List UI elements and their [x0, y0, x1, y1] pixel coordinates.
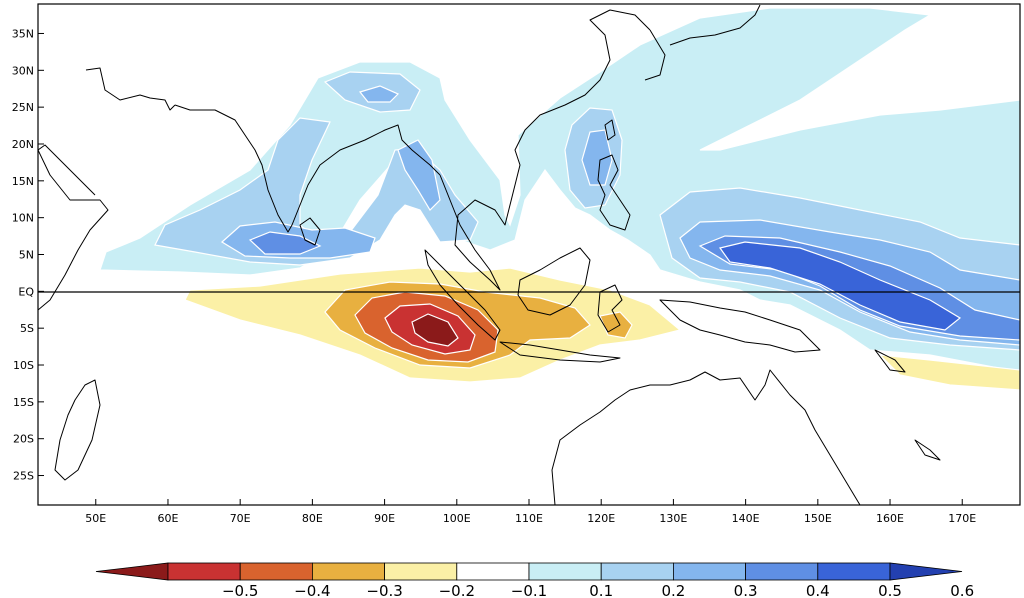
lon-tick-label: 100E [443, 512, 471, 525]
latitude-axis: 35N 30N 25N 20N 15N 10N 5N EQ 5S 10S 15S 20S 25S [12, 27, 44, 483]
lat-tick-label: EQ [18, 285, 34, 298]
contour-pos-4a [248, 231, 322, 255]
coastline-persian-gulf [85, 67, 176, 111]
lat-tick-label: 20S [13, 433, 34, 446]
positive-anomaly-shading [99, 7, 1020, 373]
lon-tick-label: 110E [515, 512, 543, 525]
lat-tick-label: 10S [13, 359, 34, 372]
colorbar-swatch [384, 562, 458, 581]
colorbar-label: −0.4 [294, 582, 330, 598]
contour-pos-3b [358, 85, 400, 103]
lat-tick-label: 15N [12, 175, 34, 188]
colorbar-swatch [528, 562, 602, 581]
colorbar-label: −0.3 [366, 582, 402, 598]
lat-tick-label: 15S [13, 396, 34, 409]
lon-tick-label: 50E [85, 512, 106, 525]
coastline-borneo [517, 247, 591, 316]
coastline-new-caledonia [914, 439, 941, 461]
lat-tick-label: 30N [12, 64, 34, 77]
coastlines [38, 4, 941, 505]
colorbar-label: 0.3 [734, 582, 758, 598]
coastline-sulawesi [597, 284, 623, 333]
colorbar-swatch [817, 562, 891, 581]
contour-pos-5 [718, 241, 962, 331]
contour-neg-5 [411, 313, 459, 347]
lat-tick-label: 35N [12, 27, 34, 40]
colorbar-label: 0.6 [950, 582, 974, 598]
longitude-axis: 50E 60E 70E 80E 90E 100E 110E 120E 130E 140E 150E 1… [85, 499, 976, 525]
lon-tick-label: 80E [302, 512, 323, 525]
colorbar-arrow-high [889, 562, 963, 581]
lon-tick-label: 90E [374, 512, 395, 525]
coastline-new-guinea [659, 299, 821, 353]
coastline-africa-arabia [38, 149, 109, 311]
lat-tick-label: 5S [20, 322, 34, 335]
colorbar-swatch [745, 562, 819, 581]
coastline-china-korea [644, 29, 666, 81]
coastline-arabia-north [38, 144, 96, 196]
coastline-india [174, 104, 441, 233]
lon-tick-label: 170E [948, 512, 976, 525]
colorbar-label: 0.2 [661, 582, 685, 598]
coastline-australia [551, 369, 861, 505]
colorbar-arrow-low [95, 562, 169, 581]
coastline-southeast-asia [439, 9, 651, 291]
colorbar-swatch [167, 562, 241, 581]
colorbar-label: −0.5 [222, 582, 258, 598]
lon-tick-label: 70E [230, 512, 251, 525]
lat-tick-label: 20N [12, 138, 34, 151]
colorbar-swatch [673, 562, 747, 581]
colorbar-swatch [600, 562, 674, 581]
lon-tick-label: 160E [876, 512, 904, 525]
colorbar: −0.5 −0.4 −0.3 −0.2 −0.1 0.1 0.2 0.3 0.4 0.5 0.6 [95, 562, 974, 598]
colorbar-label: 0.5 [878, 582, 902, 598]
coastline-philippines [597, 154, 631, 231]
coastline-japan [669, 4, 761, 46]
coastline-taiwan [604, 119, 616, 141]
lon-tick-label: 140E [732, 512, 760, 525]
contour-neg-1b [878, 354, 1020, 391]
coastline-solomon [874, 349, 906, 373]
colorbar-label: −0.1 [511, 582, 547, 598]
contour-pos-3d [581, 129, 613, 186]
lon-tick-label: 60E [157, 512, 178, 525]
contour-pos-3c [397, 139, 441, 211]
lon-tick-label: 130E [659, 512, 687, 525]
lat-tick-label: 5N [19, 249, 34, 262]
colorbar-label: −0.2 [439, 582, 475, 598]
colorbar-swatch [311, 562, 385, 581]
colorbar-swatch [239, 562, 313, 581]
coastline-sri-lanka [299, 217, 321, 246]
map-plot-area [38, 4, 1020, 505]
colorbar-label: 0.4 [806, 582, 830, 598]
coastline-java [499, 341, 621, 363]
lat-tick-label: 25S [13, 470, 34, 483]
lat-tick-label: 25N [12, 101, 34, 114]
colorbar-swatch [456, 562, 530, 581]
coastline-sumatra [424, 249, 501, 341]
lon-tick-label: 150E [804, 512, 832, 525]
lon-tick-label: 120E [587, 512, 615, 525]
coastline-madagascar [54, 379, 101, 481]
colorbar-label: 0.1 [589, 582, 613, 598]
lat-tick-label: 10N [12, 212, 34, 225]
